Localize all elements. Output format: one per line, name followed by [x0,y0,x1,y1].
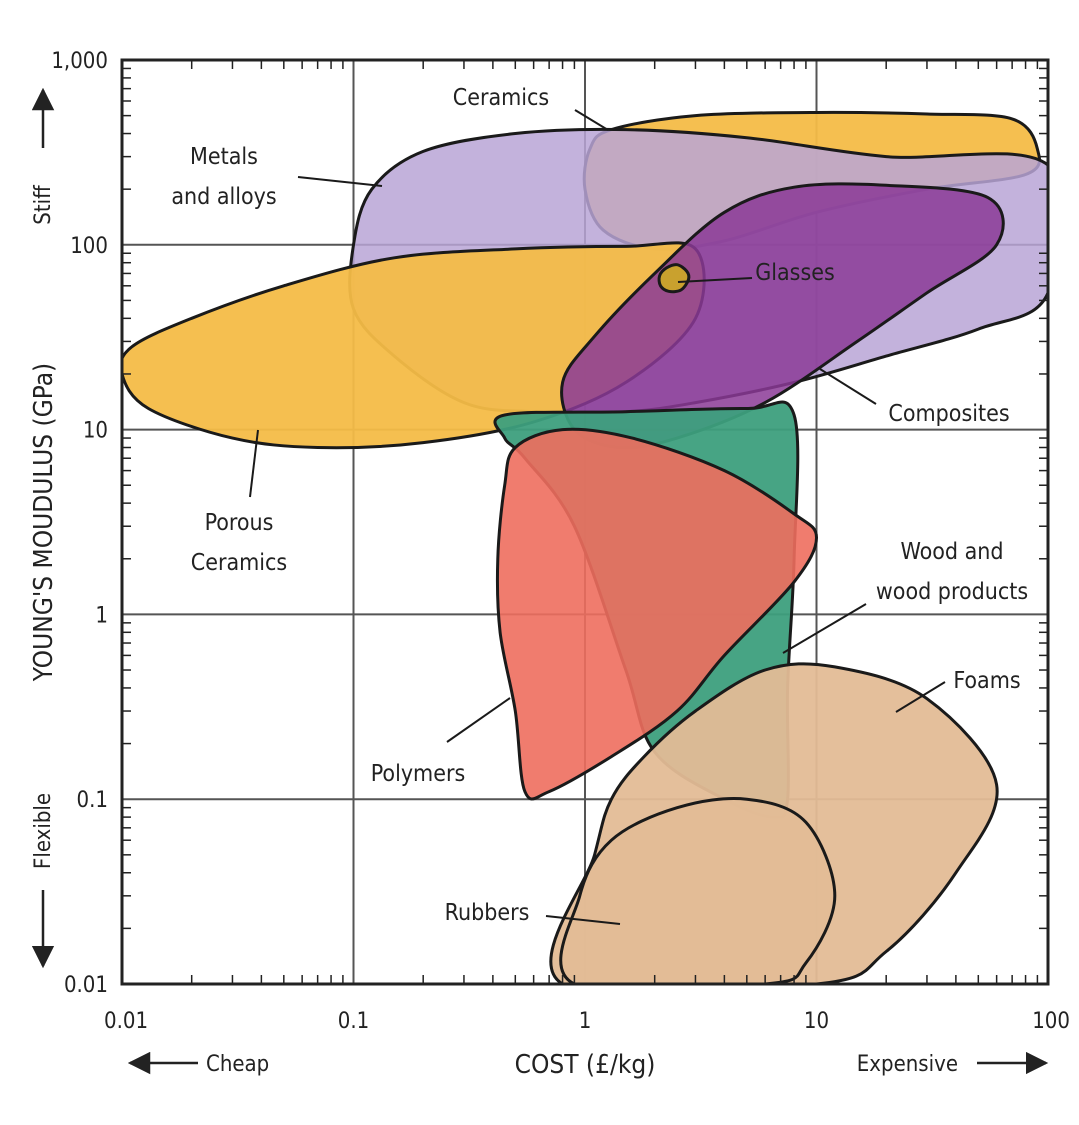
y-tick-label: 1 [95,603,108,628]
leader-metals-and-alloys [297,176,383,187]
y-tick-label: 10 [83,419,108,444]
x-tick-label: 0.01 [104,1009,148,1034]
label-wood-and-wood-products: Wood and wood products [876,539,1028,605]
flexible-label: Flexible [31,793,56,869]
y-tick-label: 100 [70,234,108,259]
y-tick-label: 1,000 [51,49,108,74]
label-composites: Composites [888,401,1009,427]
region-labels: Ceramics Metals and alloys Porous Ceramics Co… [171,85,1028,926]
leader-porous-ceramics [249,429,259,498]
leader-wood-and-wood-products [782,603,867,654]
y-tick-label: 0.01 [64,973,108,998]
x-tick-label: 0.1 [338,1009,369,1034]
label-glasses: Glasses [755,260,835,286]
flexible-indicator: Flexible [31,793,56,969]
expensive-label: Expensive [857,1052,958,1077]
material-regions [122,110,1048,984]
x-tick-label: 10 [804,1009,829,1034]
cheap-indicator: Cheap [127,1051,269,1077]
y-tick-label: 0.1 [77,788,108,813]
region-polymers [495,427,818,801]
cheap-label: Cheap [206,1052,269,1077]
leader-ceramics [574,109,609,131]
y-axis-title: YOUNG'S MOUDULUS (GPa) [29,363,59,682]
minor-ticks [122,60,1048,984]
stiff-indicator: Stiff [31,87,56,225]
label-ceramics: Ceramics [453,85,549,111]
label-foams: Foams [953,668,1020,694]
x-tick-label: 1 [579,1009,592,1034]
region-glasses [657,263,691,294]
plot-frame [120,58,1050,986]
leader-foams [895,681,946,713]
leader-composites [819,368,877,405]
expensive-indicator: Expensive [857,1051,1049,1077]
leader-lines [249,109,946,925]
x-tick-label: 100 [1032,1009,1070,1034]
label-rubbers: Rubbers [445,900,530,926]
leader-polymers [446,697,511,743]
leader-rubbers [545,915,621,925]
stiff-label: Stiff [31,184,56,225]
label-metals-and-alloys: Metals and alloys [171,144,276,210]
x-axis-title: COST (£/kg) [515,1050,656,1080]
label-porous-ceramics: Porous Ceramics [191,510,287,576]
tick-labels: 0.01 0.1 1 10 100 1,000 100 10 1 0.1 0.01 [51,49,1070,1034]
label-polymers: Polymers [371,761,465,787]
leader-glasses [677,277,753,283]
